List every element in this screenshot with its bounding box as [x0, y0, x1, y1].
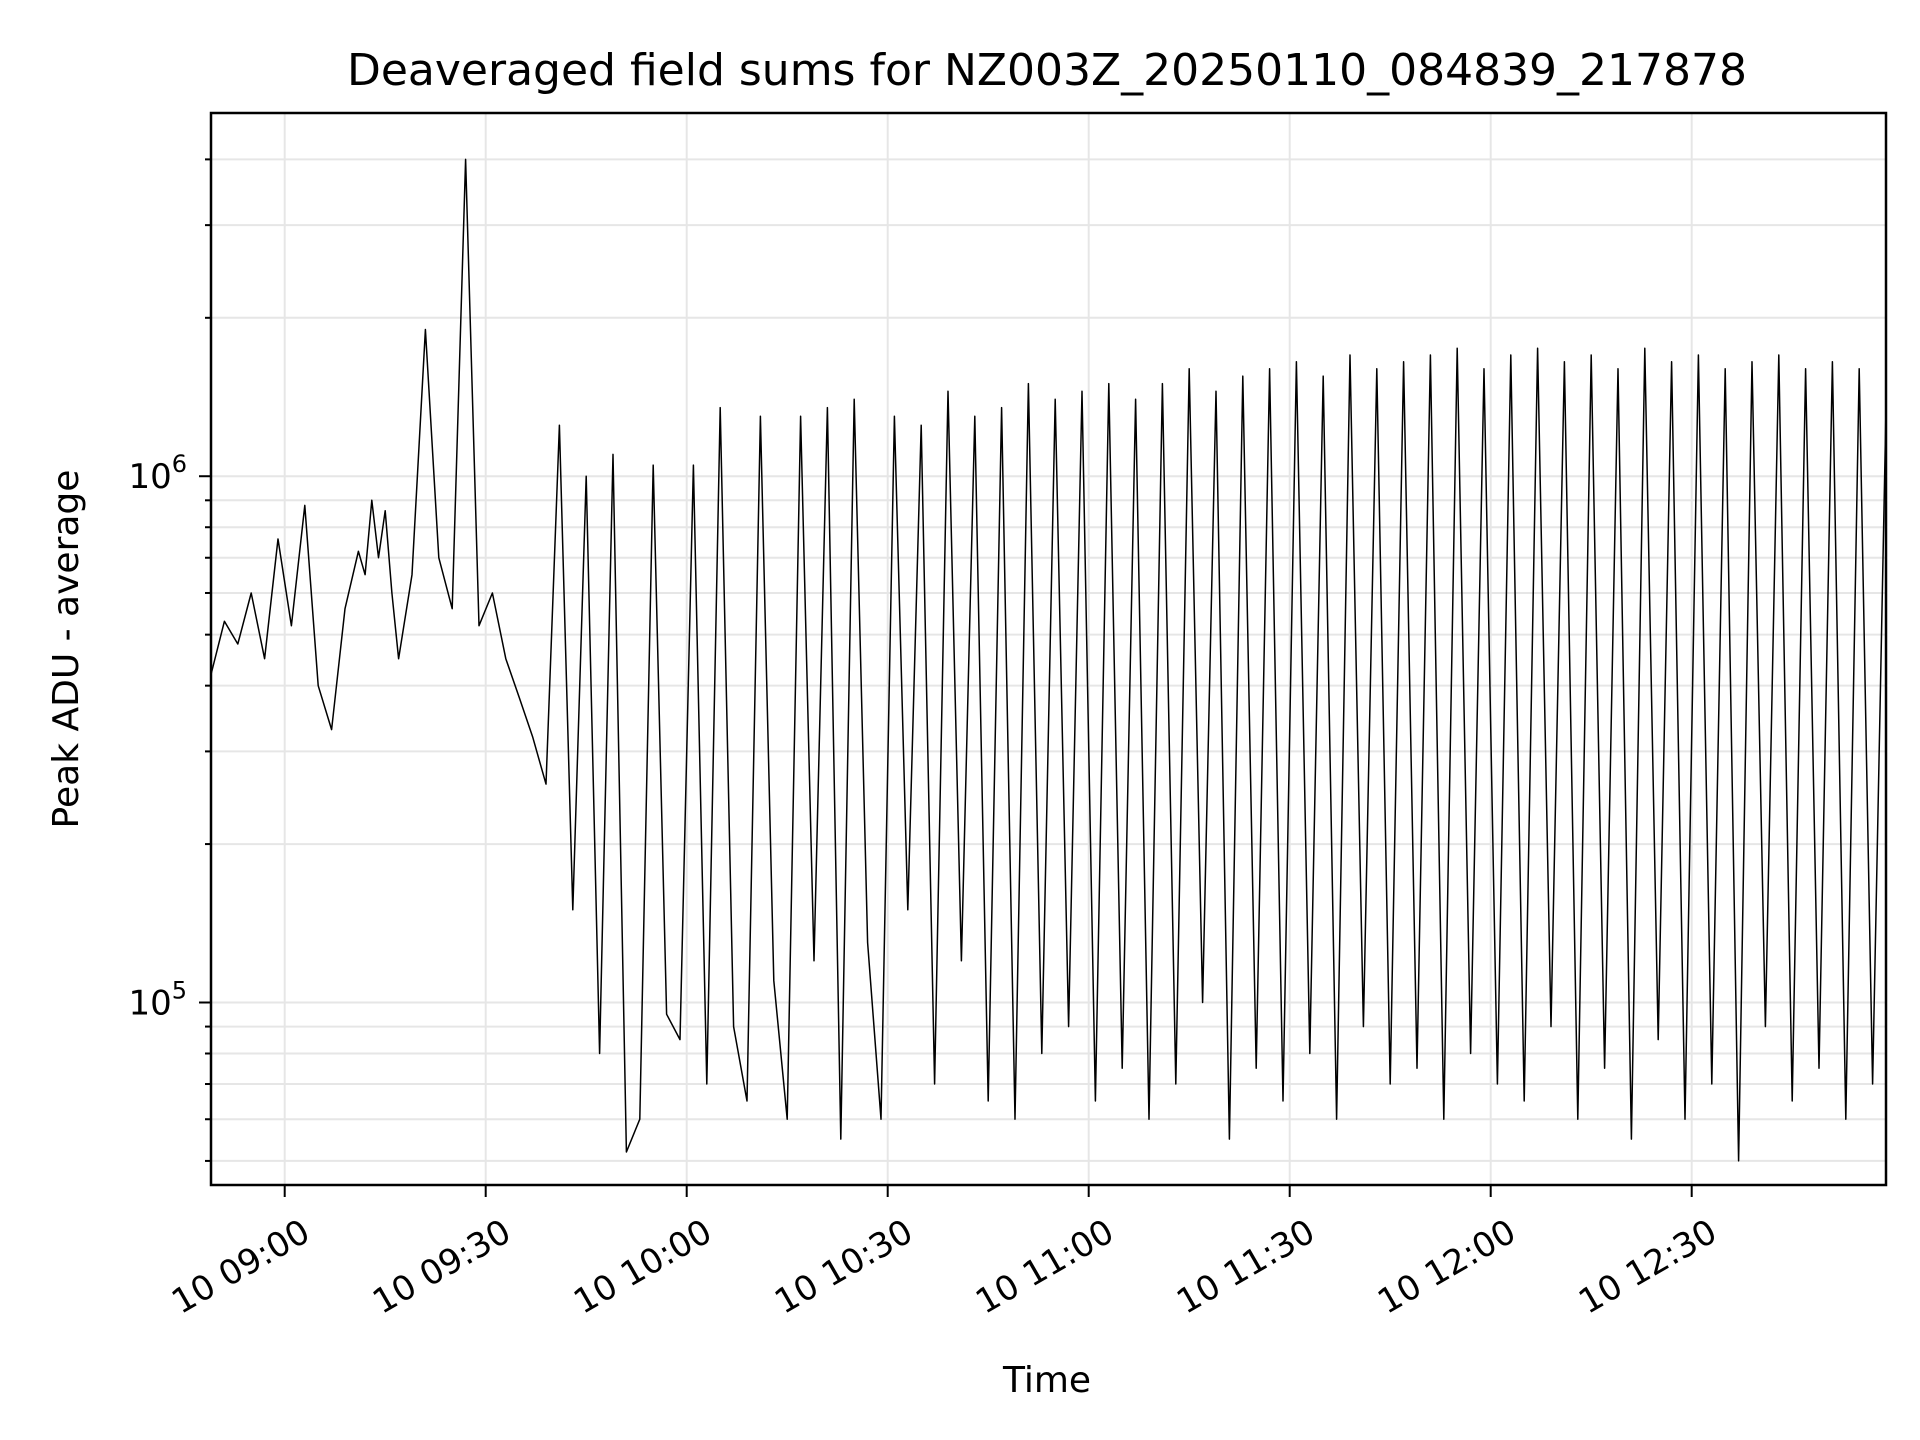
y-tick-label: 105: [128, 976, 187, 1023]
x-tick-label: 10 12:30: [1572, 1212, 1724, 1323]
x-tick-label: 10 09:00: [165, 1212, 317, 1323]
grid: [211, 113, 1886, 1185]
x-tick-label: 10 11:30: [1170, 1212, 1322, 1323]
x-axis: 10 09:00 10 09:30 10 10:00 10 10:30 10 11:00…: [165, 1185, 1724, 1322]
x-tick-label: 10 12:00: [1371, 1212, 1523, 1323]
series-line: [210, 158, 1887, 1162]
x-tick-label: 10 11:00: [969, 1212, 1121, 1323]
x-tick-label: 10 10:30: [768, 1212, 920, 1323]
chart-title: Deaveraged field sums for NZ003Z_2025011…: [347, 45, 1747, 96]
x-axis-label: Time: [1002, 1360, 1091, 1401]
y-axis: 105 106: [128, 158, 211, 1162]
x-tick-label: 10 09:30: [366, 1212, 518, 1323]
y-tick-label: 106: [128, 450, 187, 497]
plot-frame: [209, 111, 1888, 1187]
x-tick-label: 10 10:00: [567, 1212, 719, 1323]
y-axis-label: Peak ADU - average: [46, 470, 87, 829]
